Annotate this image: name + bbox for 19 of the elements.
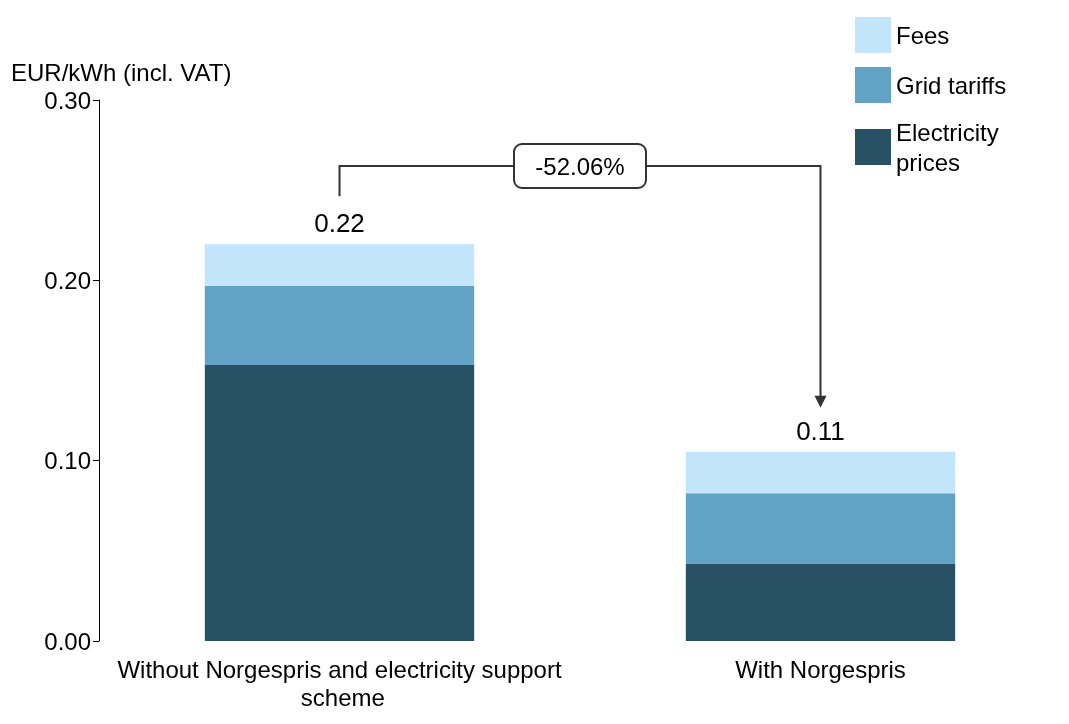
x-tick-label: With Norgespris	[735, 655, 906, 683]
y-tick-label: 0.30	[44, 86, 91, 114]
legend-label: Electricity prices	[896, 118, 1006, 176]
bar	[204, 244, 475, 286]
bar	[204, 365, 475, 641]
total-label: 0.11	[796, 415, 845, 446]
annotation: -52.06%	[535, 152, 625, 180]
y-tick-label: 0.10	[44, 447, 91, 475]
y-axis-title: EUR/kWh (incl. VAT)	[11, 58, 232, 86]
total-label: 0.22	[314, 208, 365, 239]
bar	[204, 285, 475, 366]
legend-label: Grid tariffs	[896, 71, 1007, 99]
x-tick-label: Without Norgespris and electricity support scheme	[117, 655, 562, 711]
y-tick-label: 0.20	[44, 266, 91, 294]
bar	[685, 563, 956, 641]
y-tick-label: 0.00	[44, 627, 91, 655]
bar	[685, 493, 956, 564]
legend-label: Fees	[896, 21, 950, 49]
bar	[685, 451, 956, 494]
